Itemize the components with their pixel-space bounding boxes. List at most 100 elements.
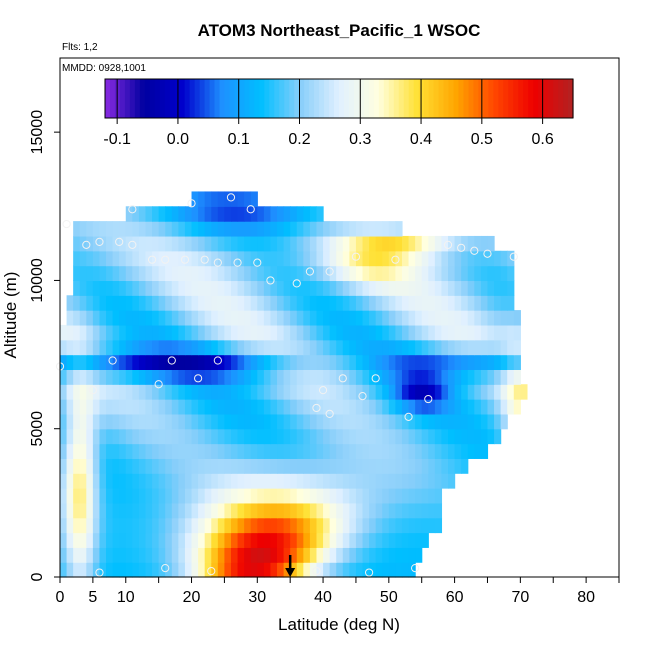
heatmap-cell xyxy=(283,280,291,296)
heatmap-cell xyxy=(296,443,304,459)
heatmap-cell xyxy=(388,369,396,385)
heatmap-cell xyxy=(66,502,74,519)
sample-point xyxy=(338,374,347,383)
heatmap-cell xyxy=(342,399,350,415)
heatmap-cell xyxy=(257,295,265,311)
heatmap-cell xyxy=(303,413,311,430)
heatmap-cell xyxy=(119,517,127,534)
heatmap-cell xyxy=(112,250,120,267)
heatmap-cell xyxy=(263,221,272,237)
heatmap-cell xyxy=(375,384,383,400)
heatmap-cell xyxy=(263,517,272,534)
colorbar-tick-label: 0.1 xyxy=(228,131,250,148)
heatmap-cell xyxy=(290,206,298,222)
heatmap-cell xyxy=(250,458,258,474)
heatmap-cell xyxy=(230,265,239,282)
heatmap-cell xyxy=(369,458,377,474)
heatmap-cell xyxy=(316,428,324,445)
heatmap-cell xyxy=(309,369,318,385)
heatmap-cell xyxy=(323,517,331,534)
heatmap-cell xyxy=(342,532,350,548)
heatmap-cell xyxy=(86,488,94,504)
heatmap-cell xyxy=(165,310,173,326)
heatmap-cell xyxy=(401,324,410,341)
heatmap-cell xyxy=(316,532,324,548)
heatmap-cell xyxy=(152,354,160,370)
sample-point xyxy=(509,252,518,261)
colorbar-swatch xyxy=(269,79,275,118)
heatmap-cell xyxy=(79,369,87,385)
heatmap-cell xyxy=(138,369,147,385)
heatmap-cell xyxy=(211,399,219,415)
heatmap-cell xyxy=(415,339,423,356)
heatmap-cell xyxy=(244,324,252,341)
heatmap-cell xyxy=(323,488,331,504)
heatmap-cell xyxy=(257,532,265,548)
heatmap-cell xyxy=(448,354,456,370)
heatmap-cell xyxy=(125,502,133,519)
heatmap-cell xyxy=(434,339,443,356)
heatmap-cell xyxy=(237,206,245,222)
heatmap-cell xyxy=(487,413,495,430)
heatmap-cell xyxy=(323,221,331,237)
colorbar-swatch xyxy=(299,79,305,118)
heatmap-cell xyxy=(224,547,232,563)
heatmap-cell xyxy=(461,265,469,282)
heatmap-cell xyxy=(152,458,160,474)
heatmap-cell xyxy=(217,413,226,430)
heatmap-cell xyxy=(323,354,331,370)
heatmap-cell xyxy=(303,310,311,326)
heatmap-cell xyxy=(244,562,252,578)
colorbar-swatch xyxy=(234,79,241,118)
heatmap-cell xyxy=(329,399,337,415)
heatmap-cell xyxy=(132,250,140,267)
heatmap-cell xyxy=(454,280,462,296)
heatmap-cell xyxy=(112,428,120,445)
heatmap-cell xyxy=(112,221,120,237)
heatmap-cell xyxy=(250,191,258,207)
heatmap-cell xyxy=(112,517,120,534)
heatmap-cell xyxy=(277,488,285,504)
heatmap-cell xyxy=(355,384,364,400)
heatmap-cell xyxy=(434,502,443,519)
heatmap-cell xyxy=(263,369,272,385)
heatmap-cell xyxy=(198,384,206,400)
heatmap-cell xyxy=(441,399,449,415)
heatmap-cell xyxy=(191,517,199,534)
heatmap-cell xyxy=(270,369,278,385)
heatmap-cell xyxy=(138,488,147,504)
heatmap-cell xyxy=(329,295,337,311)
heatmap-cell xyxy=(112,413,120,430)
colorbar-swatch xyxy=(319,79,325,118)
heatmap-cell xyxy=(211,502,219,519)
heatmap-cell xyxy=(244,265,252,282)
heatmap-cell xyxy=(467,235,475,252)
heatmap-cell xyxy=(375,502,383,519)
heatmap-cell xyxy=(237,399,245,415)
heatmap-cell xyxy=(369,310,377,326)
heatmap-cell xyxy=(79,532,87,548)
sample-point xyxy=(180,255,190,264)
heatmap-cell xyxy=(79,502,87,519)
heatmap-cell xyxy=(257,324,265,341)
heatmap-cell xyxy=(125,473,133,489)
heatmap-cell xyxy=(375,324,383,341)
heatmap-cell xyxy=(158,280,166,296)
heatmap-cell xyxy=(369,488,377,504)
heatmap-cell xyxy=(428,280,436,296)
heatmap-cell xyxy=(86,369,94,385)
heatmap-cell xyxy=(336,562,344,578)
heatmap-cell xyxy=(73,502,81,519)
heatmap-cell xyxy=(158,324,166,341)
heatmap-cell xyxy=(382,384,390,400)
heatmap-cell xyxy=(250,295,258,311)
heatmap-cell xyxy=(507,265,515,282)
heatmap-cell xyxy=(152,502,160,519)
heatmap-cell xyxy=(329,250,337,267)
heatmap-cell xyxy=(66,339,74,356)
heatmap-cell xyxy=(211,443,219,459)
heatmap-cell xyxy=(441,310,449,326)
heatmap-cell xyxy=(184,488,193,504)
heatmap-cell xyxy=(454,250,462,267)
heatmap-cell xyxy=(250,532,258,548)
